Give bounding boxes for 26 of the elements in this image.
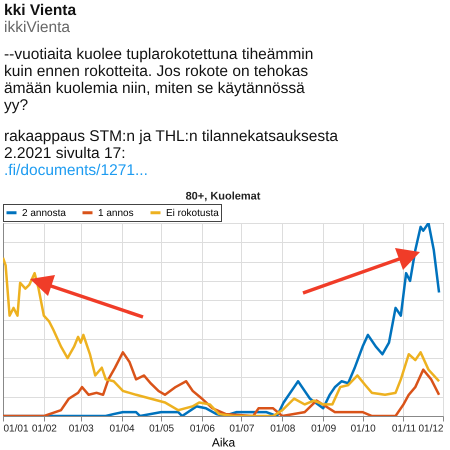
x-tick-label: 01/05 (149, 424, 175, 434)
text: ikkiVienta (4, 19, 72, 36)
x-axis-title: Aika (212, 436, 236, 450)
x-tick-label: 01/02 (32, 424, 58, 434)
legend-label: Ei rokotusta (166, 208, 220, 219)
x-tick-label: 01/01 (4, 424, 29, 434)
x-tick-label: 01/04 (110, 424, 136, 434)
x-tick-label: 01/10 (350, 424, 376, 434)
text: kuin ennen rokotteita. Jos rokote on tehokas (4, 63, 310, 80)
text: .fi/documents/1271... (4, 162, 149, 179)
text: 2.2021 sivulta 17: (4, 145, 127, 162)
legend-label: 2 annosta (22, 208, 66, 219)
legend-label: 1 annos (98, 208, 134, 219)
x-tick-label: 01/12 (418, 424, 444, 434)
x-tick-label: 01/08 (270, 424, 296, 434)
x-tick-label: 01/06 (190, 424, 216, 434)
text: yy? (4, 97, 30, 114)
x-tick-label: 01/09 (311, 424, 337, 434)
text: --vuotiaita kuolee tuplarokotettuna tiheämmin (4, 46, 314, 63)
chart-title: 80+, Kuolemat (186, 190, 261, 202)
x-tick-label: 01/03 (68, 424, 94, 434)
x-tick-label: 01/11 (392, 424, 417, 434)
text: ämään kuolemia niin, miten se käytännössä (4, 80, 306, 97)
x-tick-label: 01/07 (229, 424, 255, 434)
text: rakaappaus STM:n ja THL:n tilannekatsauksesta (4, 128, 340, 145)
text: kki Vienta (4, 2, 78, 19)
